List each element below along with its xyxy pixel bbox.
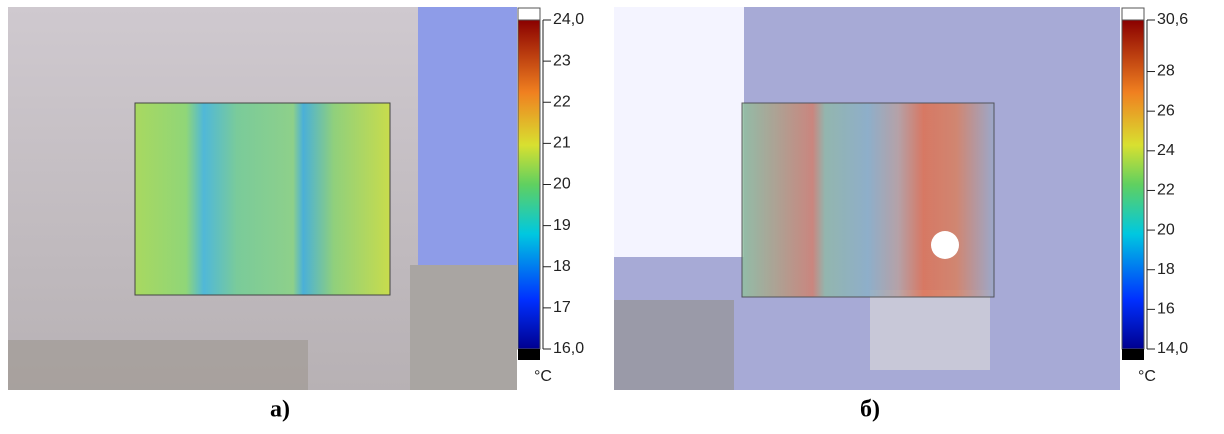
- colorbar-top: [1122, 8, 1144, 20]
- tick-label: 18: [1157, 261, 1175, 278]
- thermal-image-a: [8, 7, 517, 390]
- unit: °C: [534, 368, 552, 385]
- colorbar-bottom: [1122, 349, 1144, 360]
- tick-label: 24: [1157, 142, 1175, 159]
- colorbar-bottom: [518, 349, 540, 360]
- tick-label: 17: [553, 299, 571, 316]
- thermal-image-b: [614, 7, 1120, 390]
- colorbar: [1122, 20, 1144, 349]
- tick-label: 26: [1157, 102, 1175, 119]
- caption: б): [860, 397, 880, 423]
- tick-label: 16: [1157, 301, 1175, 318]
- tick-label: 30,6: [1157, 11, 1188, 28]
- figure: 24,02322212019181716,0°Cа)30,62826242220…: [0, 0, 1224, 429]
- tick-label: 28: [1157, 63, 1175, 80]
- tick-label: 16,0: [553, 340, 584, 357]
- tick-label: 22: [1157, 182, 1175, 199]
- unit: °C: [1138, 368, 1156, 385]
- tick-label: 18: [553, 258, 571, 275]
- tick-label: 23: [553, 52, 571, 69]
- colorbar: [518, 20, 540, 349]
- tick-label: 14,0: [1157, 340, 1188, 357]
- colorbar-top: [518, 8, 540, 20]
- tick-label: 20: [553, 176, 571, 193]
- tick-label: 19: [553, 217, 571, 234]
- tick-label: 24,0: [553, 11, 584, 28]
- caption: а): [270, 397, 290, 423]
- tick-label: 20: [1157, 221, 1175, 238]
- tick-label: 22: [553, 93, 571, 110]
- tick-label: 21: [553, 135, 571, 152]
